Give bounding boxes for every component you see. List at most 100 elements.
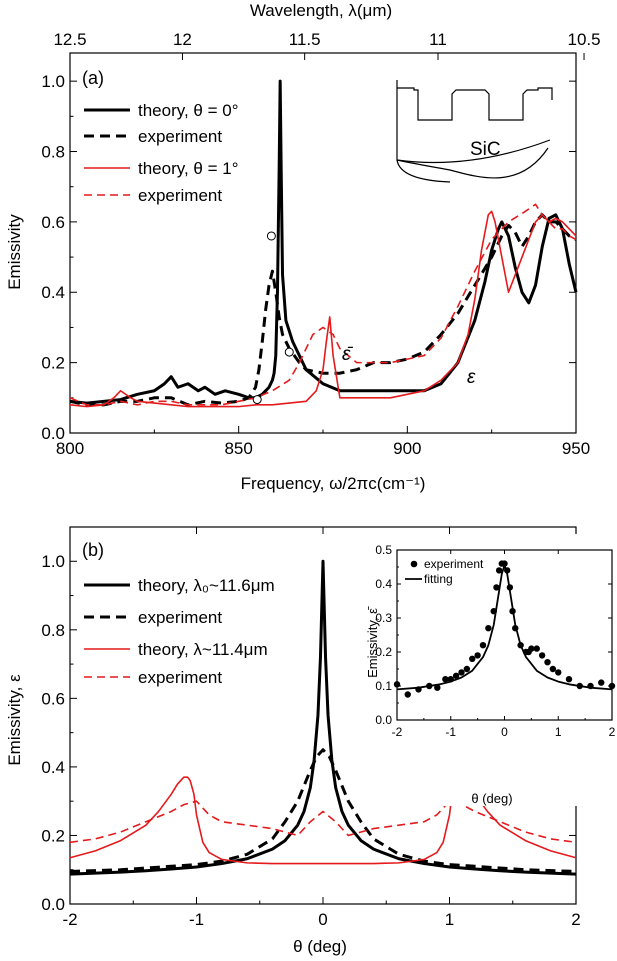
data-point [598,679,605,686]
open-circle-marker [266,231,276,241]
x-tick-label: 850 [224,439,252,458]
data-point [393,681,401,688]
y-tick-label: 0.8 [41,621,65,640]
panel-a: Wavelength, λ(μm) 12.5 12 11.5 11 10.5 800 85… [5,1,601,493]
data-point [501,560,508,567]
data-point [474,652,481,659]
y-tick-label: 1.0 [41,72,65,91]
x-tick-label: -2 [62,910,77,929]
y-tick-label: 0.2 [41,354,65,373]
series-inset [393,560,616,698]
legend-b-label-0: theory, λ₀~11.6μm [138,576,275,595]
data-point [452,672,460,679]
panel-label-b: (b) [82,540,104,560]
legend-a-label-1: experiment [138,127,222,146]
inset-legend-label-1: fitting [424,572,453,586]
legend-b: theory, λ₀~11.6μm experiment theory, λ~1… [84,576,275,687]
series-line-3 [69,203,577,406]
x-tick-label: 2 [571,910,580,929]
y-tick-label: 0.0 [41,424,65,443]
panel-b: -2 -1 0 1 2 0.0 0.2 0.4 0.6 0.8 1.0 (b) theory, λ₀… [5,526,616,956]
top-tick-label: 11 [429,30,447,49]
data-point [608,682,616,690]
x-tick-label: -1 [189,910,204,929]
inset-legend-label-0: experiment [424,557,484,571]
data-point [442,676,449,683]
series-line-0 [69,559,577,876]
series-line-1 [69,213,577,407]
top-tick-label: 12 [173,30,192,49]
y-tick-label: 0.2 [41,826,65,845]
series-line-3 [69,800,577,844]
data-point [479,642,487,649]
series-line-1 [396,564,613,691]
x-tick-label: 1 [445,910,454,929]
y-axis-title-b: Emissivity, ε [5,674,24,766]
data-point [528,645,535,652]
top-axis-ticks: 12.5 12 11.5 11 10.5 [53,30,601,60]
legend-b-label-1: experiment [138,608,222,627]
x-tick-label: -1 [445,725,456,739]
axes-inset: -2 -1 0 1 2 0.0 0.1 0.2 0.3 0.4 0.5 [375,543,615,739]
data-point [458,669,465,676]
y-tick-label: 0.4 [375,577,392,591]
open-circle-marker [284,347,294,357]
grating-profile [397,87,553,121]
legend-a-label-3: experiment [138,186,222,205]
y-tick-label: 0.0 [375,713,392,727]
legend-b-label-3: experiment [138,668,222,687]
annotation-eps-bar: ε̄ [342,344,353,365]
top-tick-label: 10.5 [567,30,600,49]
inset-y-axis-title: Emissivity, ε̄ [365,606,380,678]
x-tick-label: 950 [562,439,590,458]
legend-a-label-2: theory, θ = 1° [138,159,239,178]
y-tick-label: 0.1 [375,679,392,693]
y-tick-label: 0.6 [41,689,65,708]
x-tick-label: 900 [393,439,421,458]
top-axis-title: Wavelength, λ(μm) [250,1,392,20]
series-line-0 [69,79,578,405]
y-tick-label: 0.5 [375,543,392,557]
legend-a: theory, θ = 0° experiment theory, θ = 1°… [84,101,239,205]
grating-outline [396,80,551,164]
y-axis-title-a: Emissivity [5,214,24,290]
data-point [533,645,540,652]
series-a [69,79,578,408]
open-circle-marker [252,395,262,405]
data-point [538,652,546,659]
legend-b-label-2: theory, λ~11.4μm [138,640,268,659]
inset-label-sic: SiC [470,139,501,160]
y-tick-label: 0.8 [41,142,65,161]
data-point [485,625,492,632]
y-tick-label: 0.0 [41,895,65,914]
top-tick-label: 12.5 [53,30,86,49]
x-tick-label: 1 [555,725,562,739]
x-tick-label: -2 [392,725,403,739]
panel-label-a: (a) [82,68,104,88]
data-point [495,567,503,574]
inset-chart: -2 -1 0 1 2 0.0 0.1 0.2 0.3 0.4 0.5 experiment fit… [358,534,616,806]
axes-a: 800 850 900 950 0.0 0.2 0.4 0.6 0.8 1.0 [41,52,590,458]
y-tick-label: 0.6 [41,213,65,232]
data-point [555,669,562,676]
y-tick-label: 0.2 [375,645,392,659]
data-point [463,665,471,673]
inset-background [358,534,616,806]
legend-a-label-0: theory, θ = 0° [138,101,239,120]
x-axis-title-b: θ (deg) [293,937,347,956]
data-point [469,655,476,662]
annotation-eps: ε [467,367,476,388]
y-tick-label: 1.0 [41,552,65,571]
markers-a [252,231,294,405]
x-tick-label: 2 [609,725,616,739]
series-line-1 [69,748,577,873]
data-point [434,684,441,691]
x-tick-label: 800 [56,439,84,458]
data-point [565,676,573,683]
x-axis-title-a: Frequency, ω/2πc(cm⁻¹) [241,474,426,493]
inset-x-axis-title: θ (deg) [471,791,512,806]
inset-legend-marker [410,560,418,568]
top-tick-label: 11.5 [289,30,321,49]
grating-base [396,147,549,179]
